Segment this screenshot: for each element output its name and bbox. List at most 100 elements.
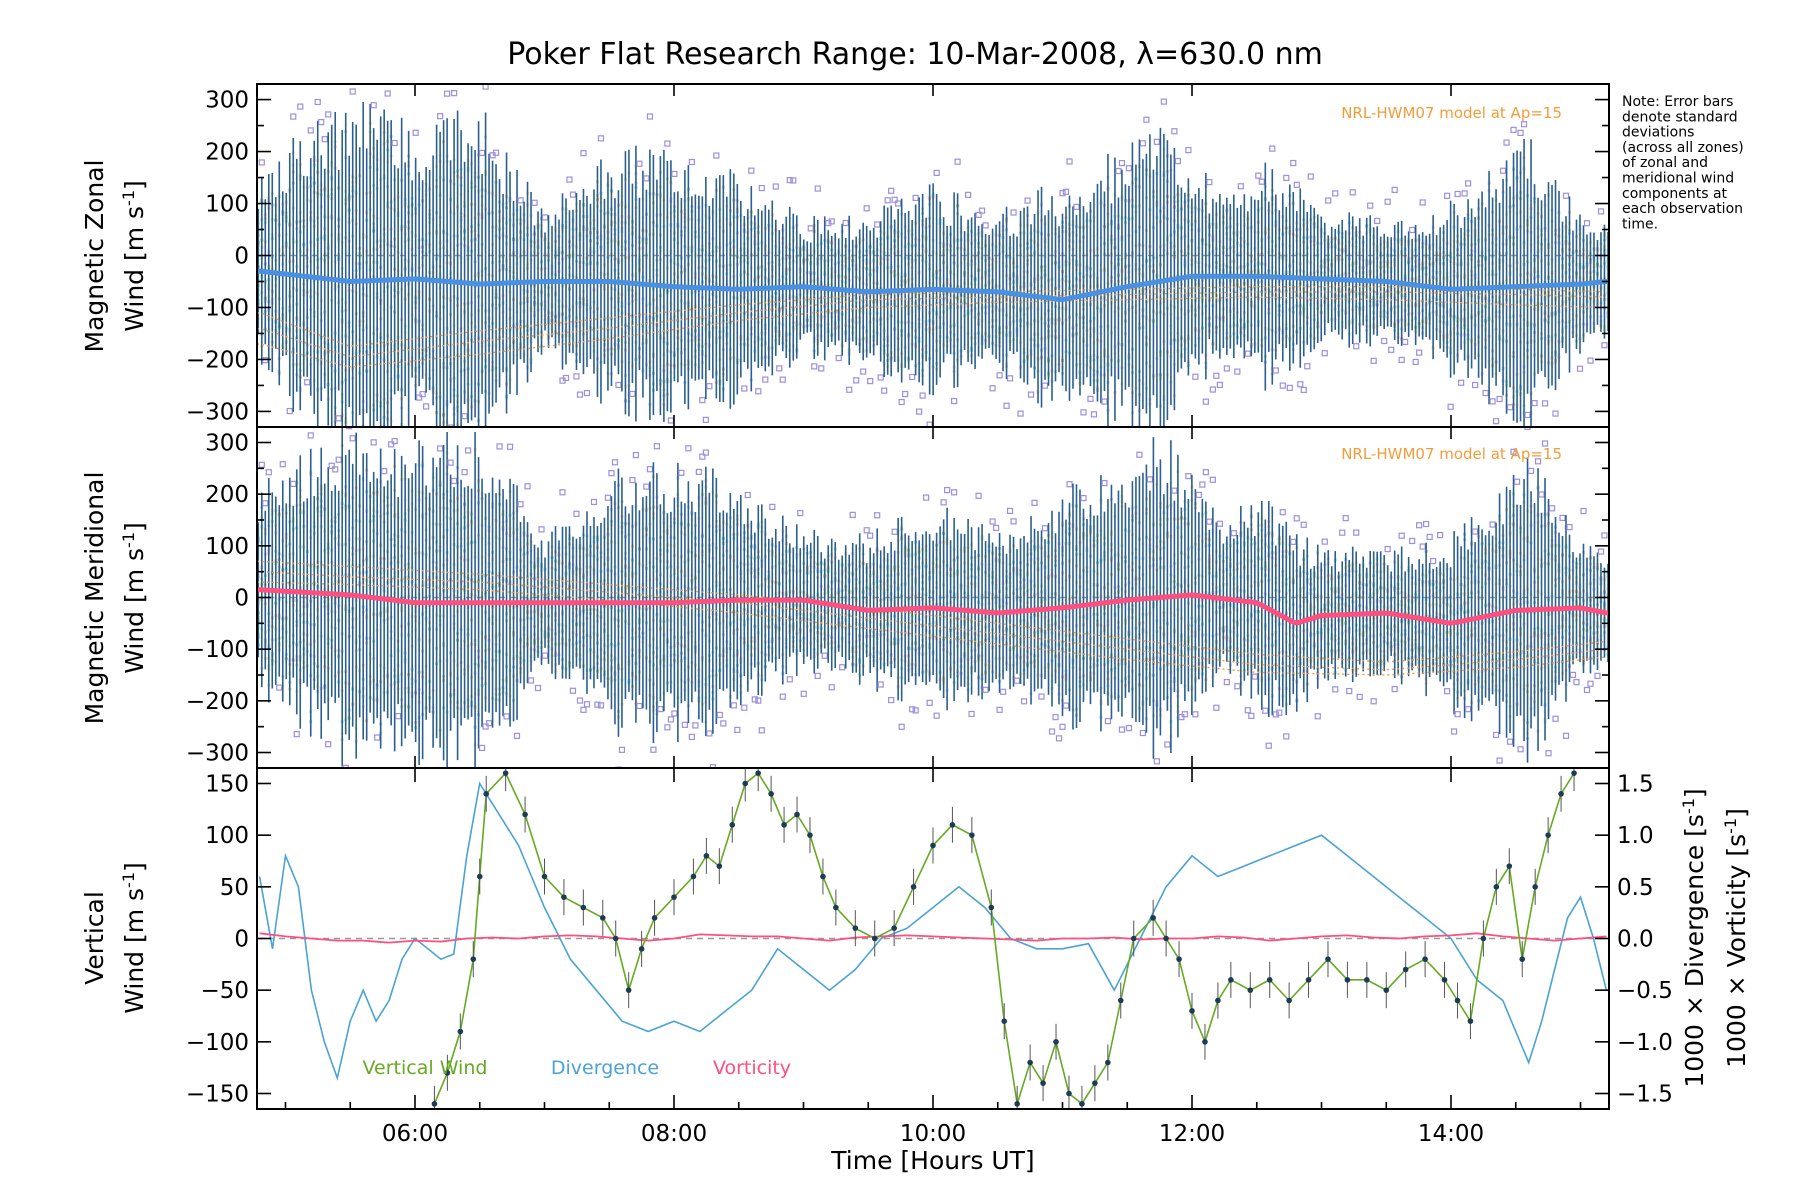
outlier-marker	[368, 75, 373, 80]
outlier-marker	[758, 184, 765, 192]
outlier-marker	[846, 386, 853, 393]
outlier-marker	[1202, 398, 1209, 405]
outlier-marker	[1297, 381, 1304, 388]
outlier-marker	[1293, 181, 1300, 188]
note-line: of zonal and	[1622, 155, 1708, 171]
outlier-marker	[762, 376, 769, 383]
outlier-marker	[975, 211, 982, 218]
outlier-marker	[1010, 209, 1017, 216]
outlier-marker	[384, 90, 391, 97]
outlier-marker	[982, 222, 989, 229]
outlier-marker	[835, 354, 842, 362]
outlier-marker	[919, 392, 926, 399]
outlier-marker	[1349, 189, 1356, 196]
outlier-marker	[1059, 190, 1066, 197]
outlier-marker	[258, 159, 265, 166]
outlier-marker	[853, 377, 860, 384]
outlier-marker	[667, 417, 674, 424]
outlier-marker	[748, 167, 755, 174]
outlier-marker	[828, 218, 835, 225]
outlier-marker	[1234, 368, 1241, 375]
panel-data-area	[257, 75, 1609, 463]
outlier-marker	[626, 443, 631, 448]
outlier-marker	[895, 200, 902, 207]
outlier-marker	[423, 403, 430, 410]
outlier-marker	[916, 408, 923, 415]
outlier-marker	[1272, 367, 1279, 374]
note-line: each observation	[1622, 201, 1743, 217]
outlier-marker	[1090, 411, 1098, 418]
outlier-marker	[444, 90, 451, 97]
outlier-marker	[517, 197, 524, 204]
outlier-marker	[1062, 188, 1070, 195]
outlier-marker	[1041, 382, 1049, 389]
outlier-marker	[646, 113, 654, 120]
outlier-marker	[333, 452, 338, 457]
outlier-marker	[1158, 443, 1163, 448]
outlier-marker	[597, 135, 605, 142]
outlier-marker	[842, 219, 849, 227]
outlier-marker	[772, 183, 779, 190]
outlier-marker	[476, 453, 481, 458]
outlier-marker	[437, 113, 444, 120]
outlier-marker	[412, 129, 419, 136]
outlier-marker	[297, 103, 304, 110]
outlier-marker	[1087, 395, 1094, 402]
outlier-marker	[1255, 172, 1262, 179]
note-line: time.	[1622, 216, 1658, 232]
note-line: components at	[1622, 186, 1728, 202]
outlier-marker	[1147, 457, 1152, 462]
outlier-marker	[1325, 197, 1332, 204]
outlier-marker	[884, 197, 891, 204]
outlier-marker	[933, 169, 940, 177]
outlier-marker	[391, 139, 398, 147]
outlier-marker	[1367, 202, 1374, 209]
outlier-marker	[1006, 375, 1014, 382]
outlier-marker	[699, 397, 706, 404]
outlier-marker	[1304, 363, 1311, 370]
outlier-marker	[286, 407, 293, 415]
outlier-marker	[615, 381, 622, 389]
outlier-marker	[1206, 178, 1213, 186]
outlier-marker	[1118, 159, 1126, 167]
outlier-marker	[888, 187, 895, 194]
outlier-marker	[1258, 178, 1265, 185]
outlier-marker	[382, 458, 387, 463]
outlier-marker	[912, 194, 919, 201]
outlier-marker	[874, 221, 881, 228]
outlier-marker	[1269, 145, 1276, 152]
outlier-marker	[1153, 138, 1161, 145]
outlier-marker	[1216, 381, 1223, 388]
outlier-marker	[909, 373, 916, 381]
outlier-marker	[349, 88, 356, 95]
outlier-marker	[416, 394, 423, 401]
outlier-marker	[776, 365, 783, 372]
outlier-marker	[1125, 165, 1133, 172]
outlier-marker	[1237, 183, 1244, 190]
outlier-marker	[702, 416, 709, 423]
outlier-marker	[1017, 410, 1024, 417]
outlier-marker	[469, 438, 474, 443]
outlier-marker	[304, 379, 311, 386]
outlier-marker	[1024, 197, 1031, 204]
chart-title: Poker Flat Research Range: 10-Mar-2008, …	[507, 37, 1323, 72]
outlier-marker	[863, 205, 870, 212]
outlier-marker	[1223, 365, 1230, 372]
outlier-marker	[713, 152, 720, 159]
outlier-marker	[825, 219, 832, 227]
outlier-marker	[951, 397, 958, 405]
outlier-marker	[860, 368, 867, 375]
outlier-marker	[1307, 173, 1314, 180]
outlier-marker	[307, 127, 314, 134]
outlier-marker	[370, 102, 377, 109]
outlier-marker	[1332, 190, 1339, 197]
outlier-marker	[1101, 398, 1108, 405]
outlier-marker	[1185, 147, 1192, 154]
note-line: deviations	[1622, 125, 1694, 141]
outlier-marker	[867, 378, 874, 385]
outlier-marker	[661, 429, 666, 434]
outlier-marker	[569, 191, 577, 198]
outlier-marker	[996, 372, 1003, 379]
